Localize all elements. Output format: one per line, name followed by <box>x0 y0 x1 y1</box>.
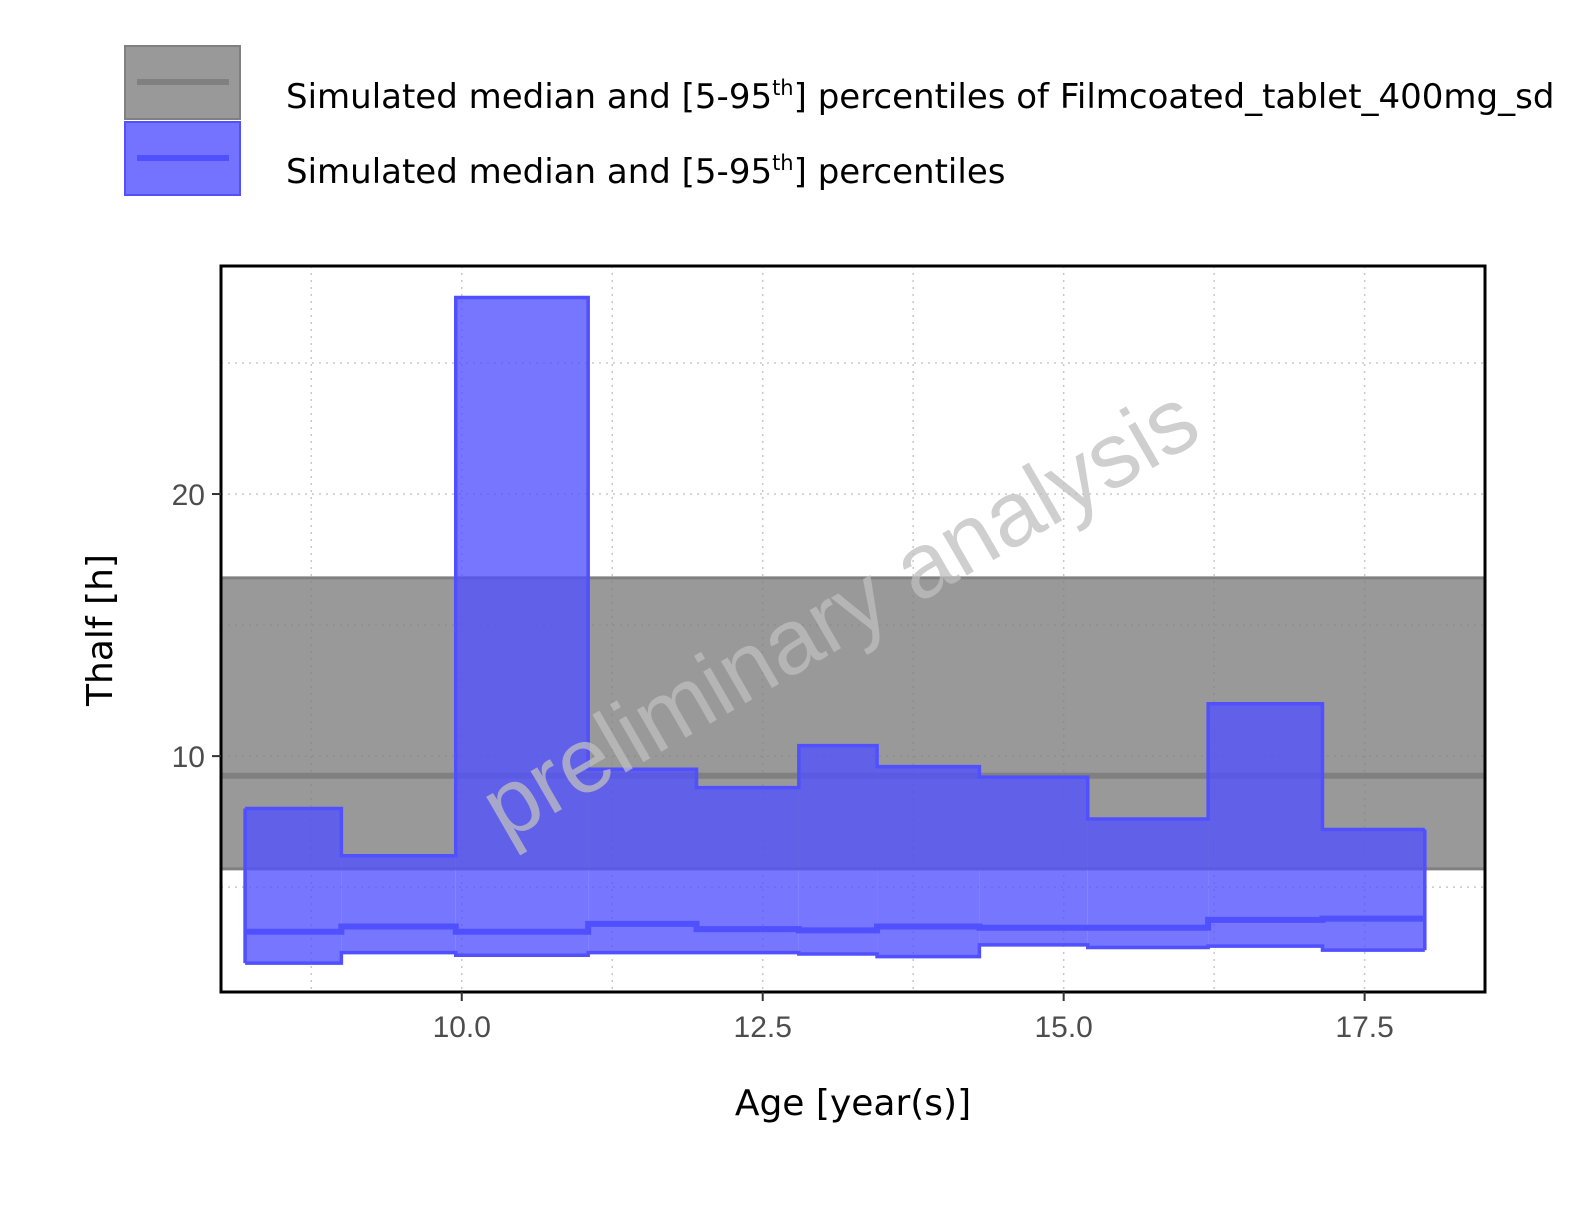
simulated-range-bin <box>1322 829 1425 951</box>
legend-label-simulated: Simulated median and [5-95th] percentile… <box>286 151 1005 192</box>
simulated-range-bin <box>455 297 589 956</box>
legend: Simulated median and [5-95th] percentile… <box>124 45 1554 196</box>
simulated-range-bin <box>798 745 878 954</box>
panel-border <box>219 264 1487 994</box>
simulated-range-bin <box>245 808 342 964</box>
simulated-range-bin <box>696 787 799 953</box>
legend-label-simulated-post: ] percentiles <box>794 152 1006 192</box>
y-axis: 10 20 <box>172 479 221 774</box>
legend-label-reference-pre: Simulated median and [5-95 <box>286 77 772 117</box>
legend-label-reference: Simulated median and [5-95th] percentile… <box>286 76 1554 117</box>
legend-label-reference-sup: th <box>772 76 794 100</box>
legend-item-reference: Simulated median and [5-95th] percentile… <box>124 45 1554 120</box>
x-tick-label: 17.5 <box>1335 1011 1393 1044</box>
x-axis-title: Age [year(s)] <box>735 1083 971 1124</box>
data-layer <box>221 295 1485 965</box>
y-tick-label: 20 <box>172 479 205 512</box>
legend-label-reference-post: ] percentiles of Filmcoated_tablet_400mg… <box>794 77 1555 117</box>
simulated-median-line <box>245 915 1425 935</box>
simulated-p5-line <box>245 943 1425 965</box>
x-axis: 10.0 12.5 15.0 17.5 <box>433 992 1394 1044</box>
x-tick-label: 12.5 <box>734 1011 792 1044</box>
plot-panel: preliminary analysis <box>219 264 1487 994</box>
simulated-p95-line <box>245 295 1425 858</box>
simulated-series-0 <box>243 295 1427 965</box>
y-axis-title: Thalf [h] <box>80 554 121 707</box>
x-tick-label: 10.0 <box>433 1011 491 1044</box>
x-tick-label: 15.0 <box>1034 1011 1092 1044</box>
simulated-range-bin <box>979 777 1088 945</box>
y-tick-label: 10 <box>172 741 205 774</box>
legend-item-simulated: Simulated median and [5-95th] percentile… <box>124 121 1005 196</box>
legend-label-simulated-pre: Simulated median and [5-95 <box>286 152 772 192</box>
simulated-range-bin <box>1208 703 1323 947</box>
simulated-range-bin <box>341 855 456 953</box>
legend-label-simulated-sup: th <box>772 151 794 175</box>
